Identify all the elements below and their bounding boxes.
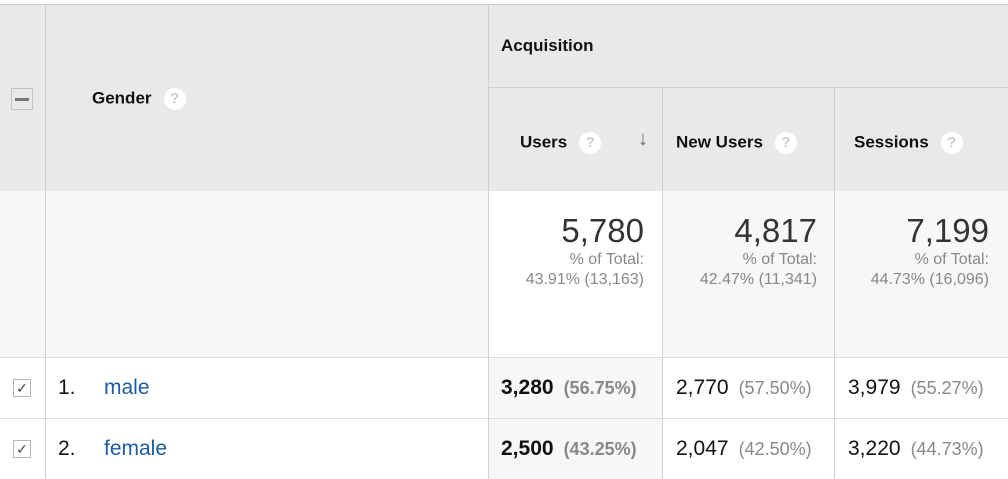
sessions-cell: 3,220 (44.73%) xyxy=(848,437,984,460)
users-cell: 2,500 (43.25%) xyxy=(501,437,637,460)
row-link-male[interactable]: male xyxy=(104,376,150,399)
help-icon[interactable]: ? xyxy=(163,88,186,110)
gender-header[interactable]: Gender? xyxy=(92,88,186,110)
column-sessions[interactable]: Sessions? xyxy=(854,132,963,154)
help-icon[interactable]: ? xyxy=(940,132,963,154)
row-index: 1. xyxy=(58,376,76,399)
summary-users: 5,780% of Total: 43.91% (13,163) xyxy=(525,212,644,288)
row-checkbox[interactable]: ✓ xyxy=(13,379,31,397)
row-index: 2. xyxy=(58,437,76,460)
help-icon[interactable]: ? xyxy=(579,132,602,154)
select-all-checkbox[interactable] xyxy=(11,88,33,110)
column-new-users[interactable]: New Users? xyxy=(676,132,797,154)
row-checkbox[interactable]: ✓ xyxy=(13,440,31,458)
users-cell: 3,280 (56.75%) xyxy=(501,376,637,399)
summary-new-users: 4,817% of Total: 42.47% (11,341) xyxy=(699,212,817,288)
new-users-cell: 2,047 (42.50%) xyxy=(676,437,812,460)
acquisition-header: Acquisition xyxy=(501,36,594,55)
column-users[interactable]: Users? xyxy=(520,132,602,154)
new-users-cell: 2,770 (57.50%) xyxy=(676,376,812,399)
row-link-female[interactable]: female xyxy=(104,437,168,460)
help-icon[interactable]: ? xyxy=(774,132,797,154)
arrow-down-icon[interactable]: ↓ xyxy=(638,128,648,150)
sessions-cell: 3,979 (55.27%) xyxy=(848,376,984,399)
summary-sessions: 7,199% of Total: 44.73% (16,096) xyxy=(870,212,989,288)
